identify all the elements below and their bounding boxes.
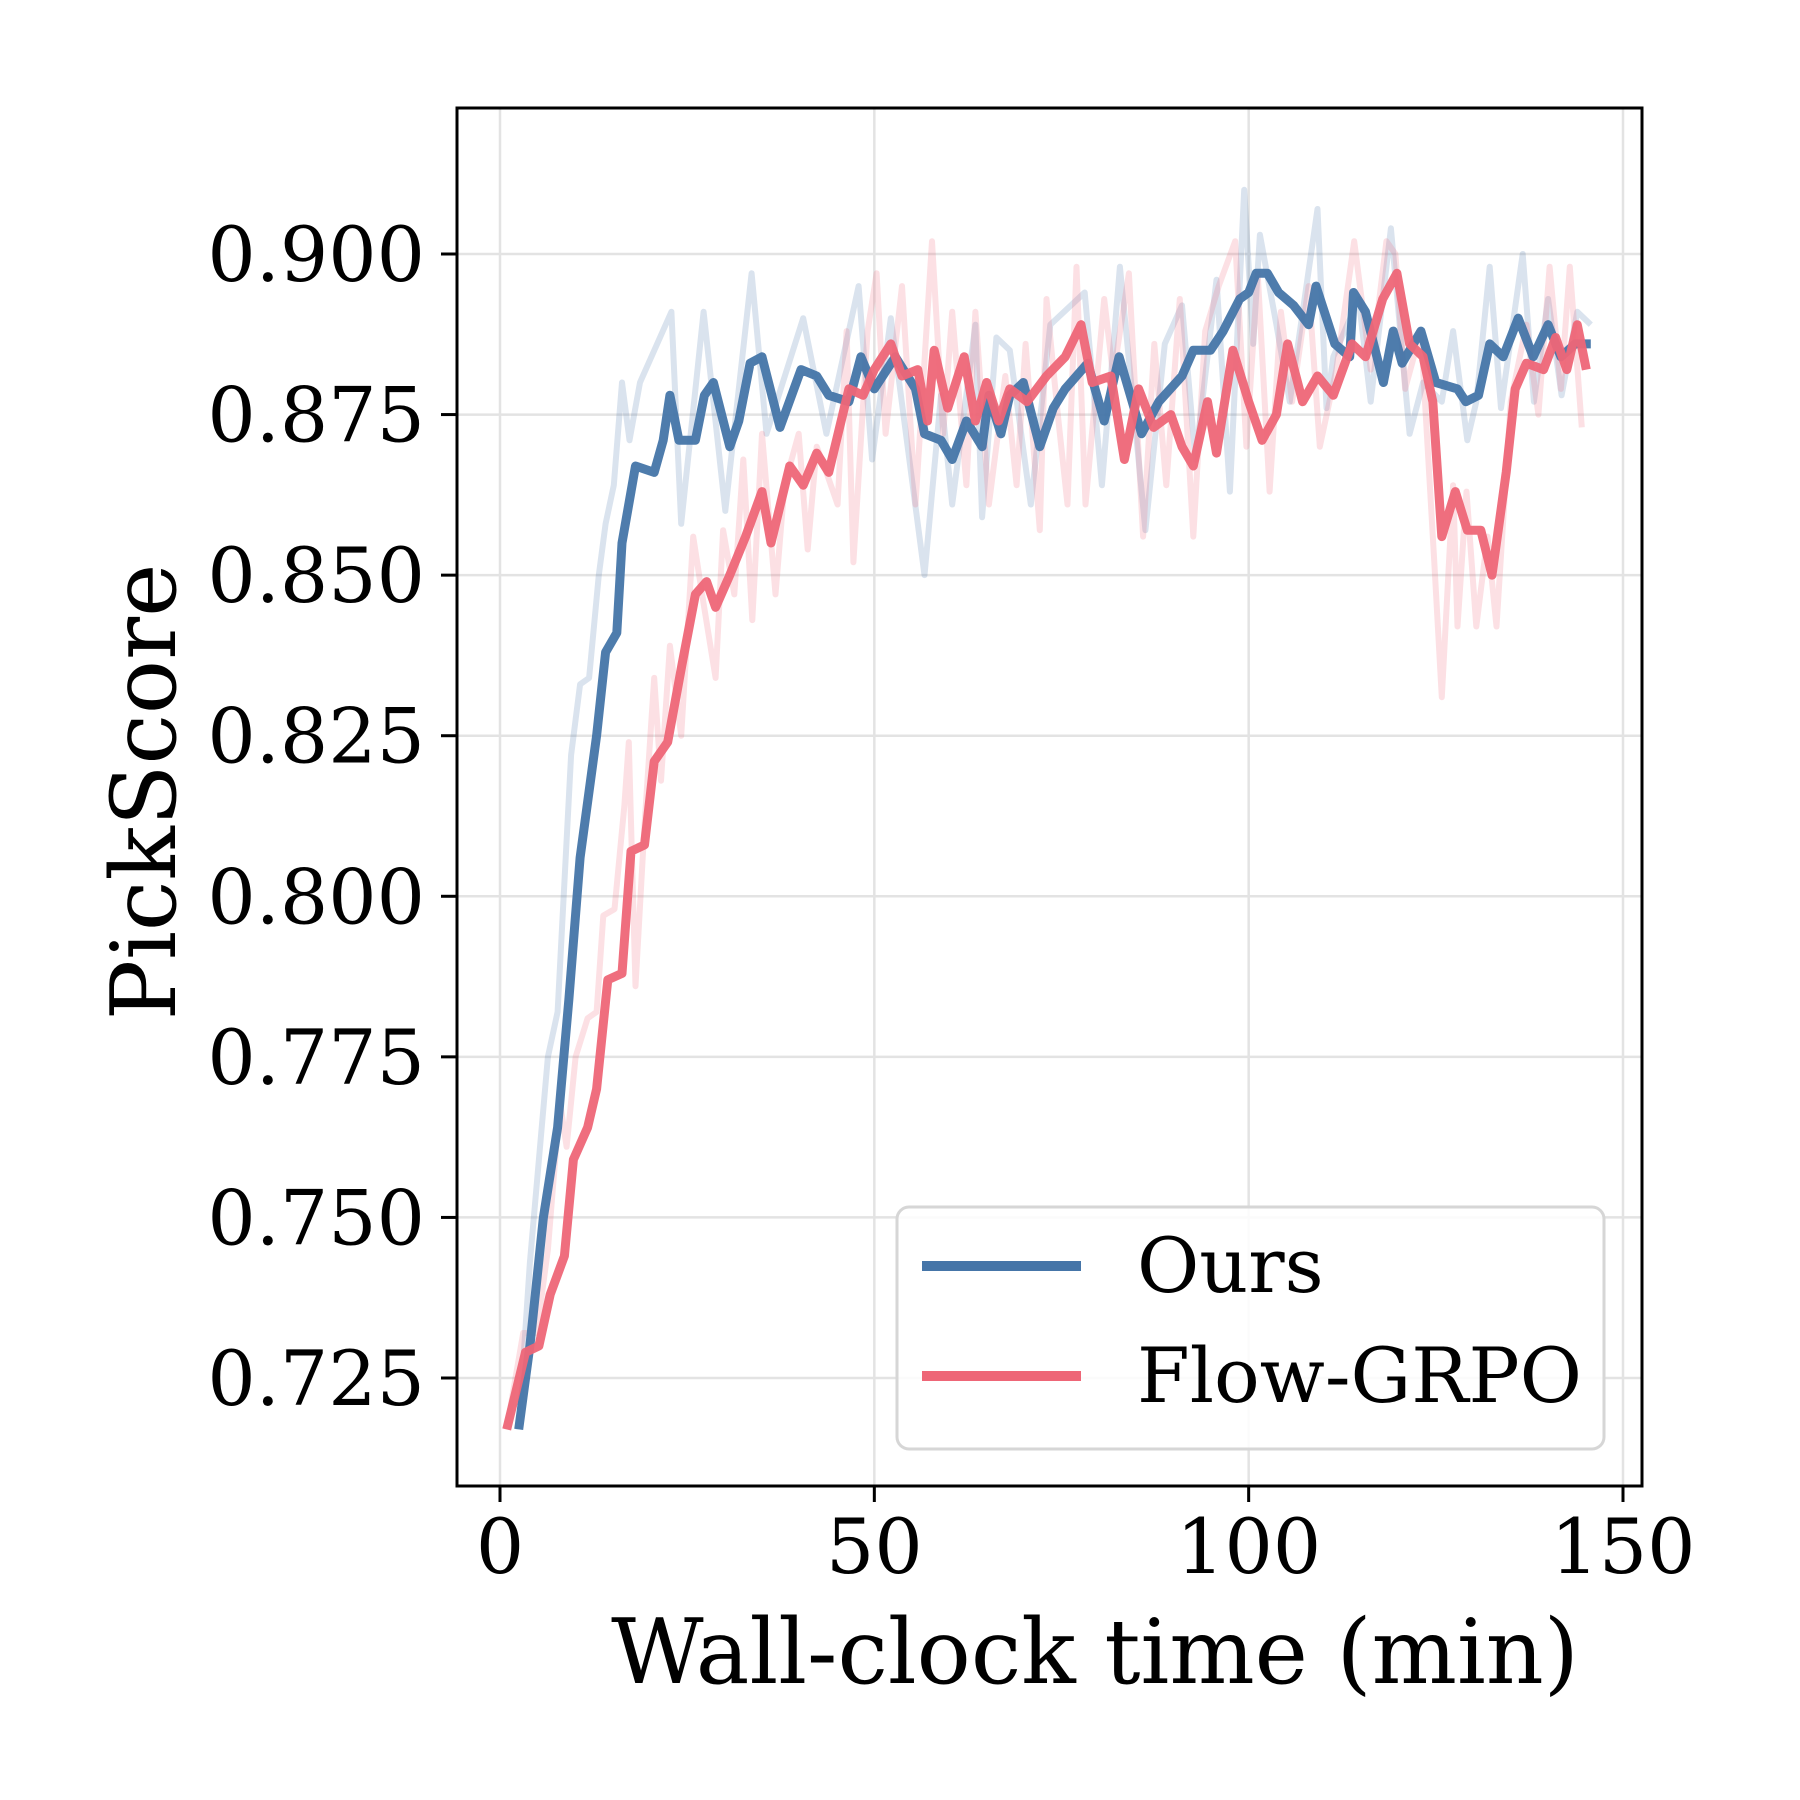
x-tick-label: 0	[476, 1502, 524, 1591]
y-tick-label: 0.775	[207, 1013, 425, 1102]
smoothed-line-ours	[514, 268, 1591, 1430]
smoothed-line-flow-grpo	[502, 268, 1591, 1431]
raw-line-ours	[515, 186, 1593, 1430]
y-tick-label: 0.850	[207, 531, 425, 620]
legend-label-flow-grpo: Flow-GRPO	[1137, 1331, 1582, 1420]
x-axis-label: Wall-clock time (min)	[611, 1600, 1579, 1705]
y-tick-label: 0.750	[207, 1173, 425, 1262]
x-axis-ticks: 0 50 100 150	[476, 1486, 1696, 1591]
raw-series-lines	[503, 186, 1593, 1430]
y-tick-label: 0.725	[207, 1334, 425, 1423]
y-tick-label: 0.875	[207, 371, 425, 460]
smoothed-series-lines	[502, 268, 1591, 1431]
y-tick-label: 0.825	[207, 692, 425, 781]
y-axis-label: PickScore	[92, 564, 197, 1021]
x-tick-label: 50	[826, 1502, 923, 1591]
y-tick-label: 0.800	[207, 852, 425, 941]
legend: Ours Flow-GRPO	[895, 1205, 1606, 1451]
raw-line-flow-grpo	[503, 238, 1585, 1430]
y-axis-ticks: 0.725 0.750 0.775 0.800 0.825 0.850 0.875 0.900	[207, 210, 457, 1423]
plot-frame	[455, 106, 1644, 1488]
x-tick-label: 100	[1176, 1502, 1321, 1591]
y-tick-label: 0.900	[207, 210, 425, 299]
legend-label-ours: Ours	[1137, 1221, 1324, 1310]
x-tick-label: 150	[1550, 1502, 1695, 1591]
